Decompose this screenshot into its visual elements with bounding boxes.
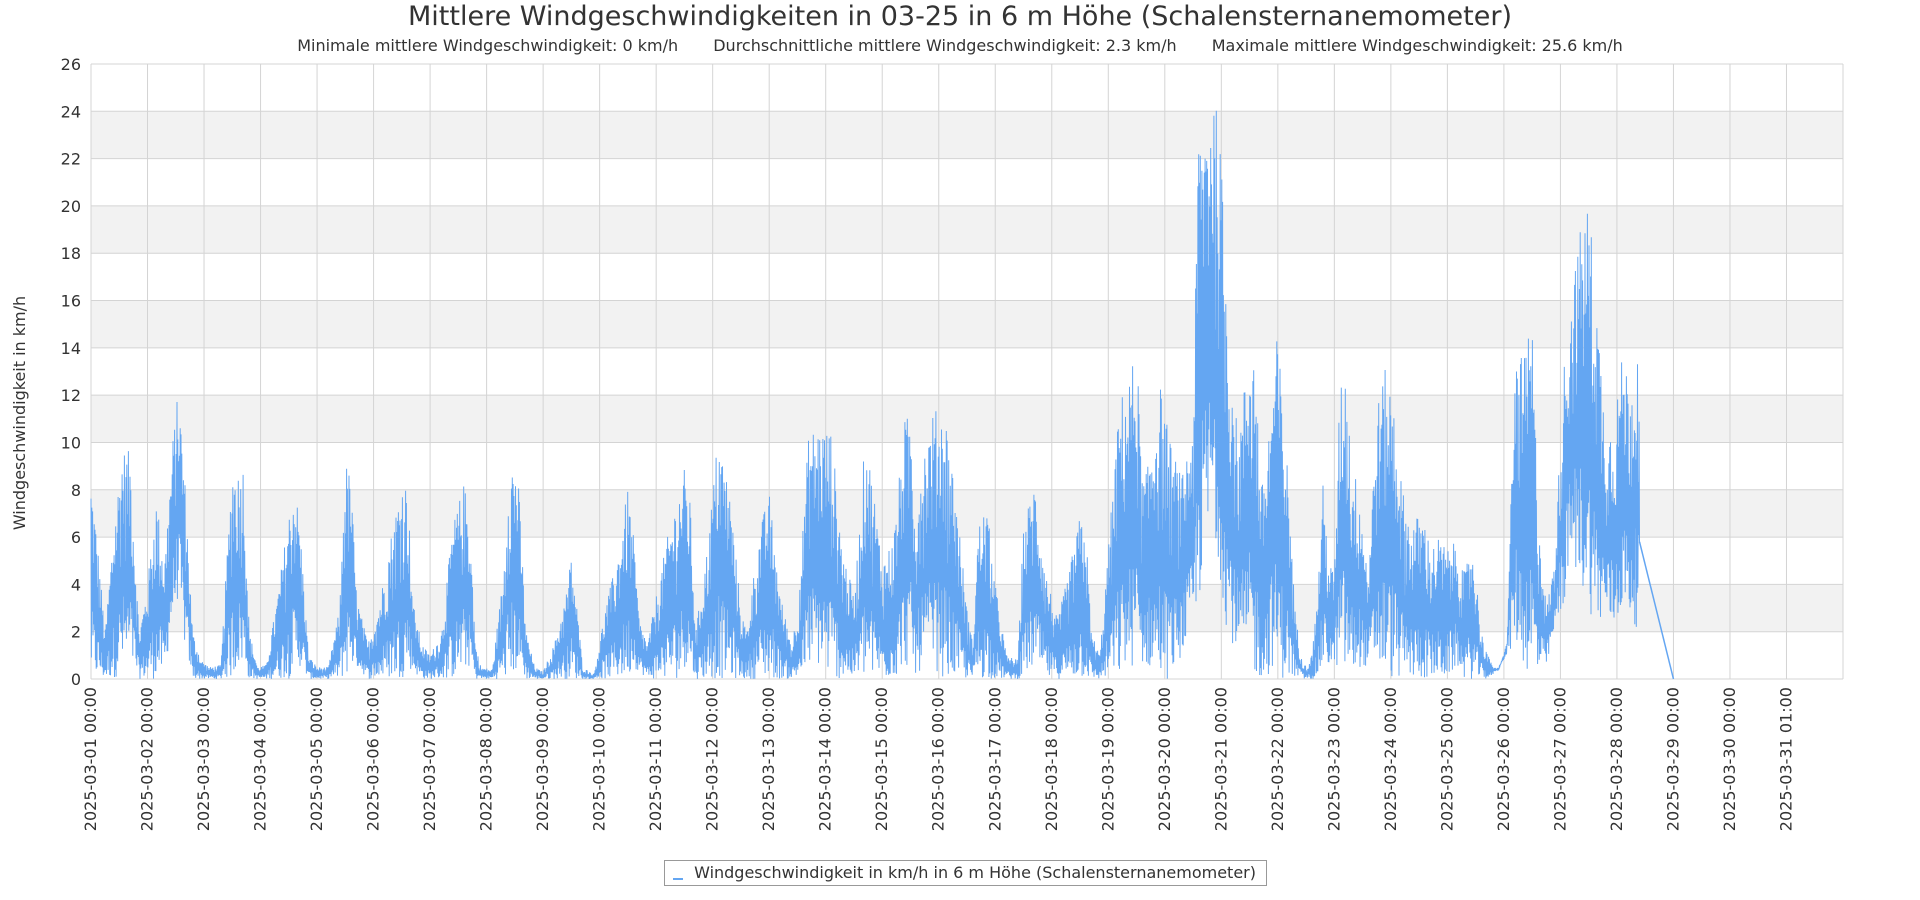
x-tick-label: 2025-03-06 00:00 — [364, 687, 383, 831]
band-22-24 — [91, 111, 1843, 159]
x-tick-label: 2025-03-05 00:00 — [307, 687, 326, 831]
series-gap-line — [1638, 541, 1675, 680]
band-18-20 — [91, 205, 1843, 254]
y-tick-label: 24 — [61, 102, 81, 121]
y-tick-label: 12 — [61, 386, 81, 405]
x-tick-label: 2025-03-03 00:00 — [194, 687, 213, 831]
x-tick-label: 2025-03-18 00:00 — [1042, 687, 1061, 831]
subtitle-min: Minimale mittlere Windgeschwindigkeit: 0… — [297, 36, 679, 55]
y-tick-label: 22 — [61, 150, 81, 169]
x-tick-label: 2025-03-08 00:00 — [477, 687, 496, 831]
x-tick-label: 2025-03-10 00:00 — [590, 687, 609, 831]
legend-label: Windgeschwindigkeit in km/h in 6 m Höhe … — [694, 863, 1256, 882]
x-tick-label: 2025-03-24 00:00 — [1381, 687, 1400, 831]
x-axis-ticks: 2025-03-01 00:00 2025-03-02 00:00 2025-03-… — [81, 687, 1795, 831]
x-tick-label: 2025-03-04 00:00 — [251, 687, 270, 831]
y-tick-label: 2 — [71, 623, 81, 642]
x-tick-label: 2025-03-21 00:00 — [1211, 687, 1230, 831]
x-tick-label: 2025-03-15 00:00 — [872, 687, 891, 831]
x-tick-label: 2025-03-13 00:00 — [759, 687, 778, 831]
chart-title: Mittlere Windgeschwindigkeiten in 03-25 … — [407, 1, 1512, 32]
x-tick-label: 2025-03-07 00:00 — [420, 687, 439, 831]
x-tick-label: 2025-03-22 00:00 — [1268, 687, 1287, 831]
series-line-part-1 — [90, 110, 1640, 680]
x-tick-label: 2025-03-02 00:00 — [138, 687, 157, 831]
x-tick-label: 2025-03-12 00:00 — [703, 687, 722, 831]
y-tick-label: 10 — [61, 433, 81, 452]
y-tick-label: 6 — [71, 528, 81, 547]
subtitle-avg: Durchschnittliche mittlere Windgeschwind… — [713, 36, 1177, 55]
x-tick-label: 2025-03-17 00:00 — [985, 687, 1004, 831]
y-tick-label: 20 — [61, 197, 81, 216]
x-tick-label: 2025-03-16 00:00 — [929, 687, 948, 831]
x-tick-label: 2025-03-20 00:00 — [1155, 687, 1174, 831]
chart-legend[interactable]: Windgeschwindigkeit in km/h in 6 m Höhe … — [664, 860, 1267, 886]
y-tick-label: 8 — [71, 481, 81, 500]
y-tick-label: 0 — [71, 670, 81, 689]
band-14-16 — [91, 300, 1843, 348]
y-axis-label: Windgeschwindigkeit in km/h — [10, 296, 29, 530]
y-tick-label: 16 — [61, 292, 81, 311]
band-10-12 — [91, 395, 1843, 443]
x-tick-label: 2025-03-09 00:00 — [533, 687, 552, 831]
y-tick-label: 14 — [61, 339, 81, 358]
chart-subtitle: Minimale mittlere Windgeschwindigkeit: 0… — [0, 36, 1920, 55]
x-tick-label: 2025-03-26 00:00 — [1494, 687, 1513, 831]
x-tick-label: 2025-03-28 00:00 — [1607, 687, 1626, 831]
series-group — [90, 110, 1675, 680]
x-tick-label: 2025-03-27 00:00 — [1550, 687, 1569, 831]
x-tick-label: 2025-03-29 00:00 — [1663, 687, 1682, 831]
y-tick-label: 26 — [61, 55, 81, 74]
legend-swatch-icon — [673, 877, 683, 880]
x-tick-label: 2025-03-11 00:00 — [646, 687, 665, 831]
x-tick-label: 2025-03-25 00:00 — [1437, 687, 1456, 831]
x-tick-label: 2025-03-14 00:00 — [816, 687, 835, 831]
horizontal-gridlines — [91, 63, 1843, 680]
y-tick-label: 4 — [71, 575, 81, 594]
x-tick-label: 2025-03-01 00:00 — [81, 687, 100, 831]
x-tick-label: 2025-03-23 00:00 — [1324, 687, 1343, 831]
y-tick-label: 18 — [61, 244, 81, 263]
band-6-8 — [91, 489, 1843, 538]
x-tick-label: 2025-03-19 00:00 — [1098, 687, 1117, 831]
x-tick-label: 2025-03-31 01:00 — [1776, 687, 1795, 831]
x-tick-label: 2025-03-30 00:00 — [1720, 687, 1739, 831]
subtitle-max: Maximale mittlere Windgeschwindigkeit: 2… — [1211, 36, 1623, 55]
